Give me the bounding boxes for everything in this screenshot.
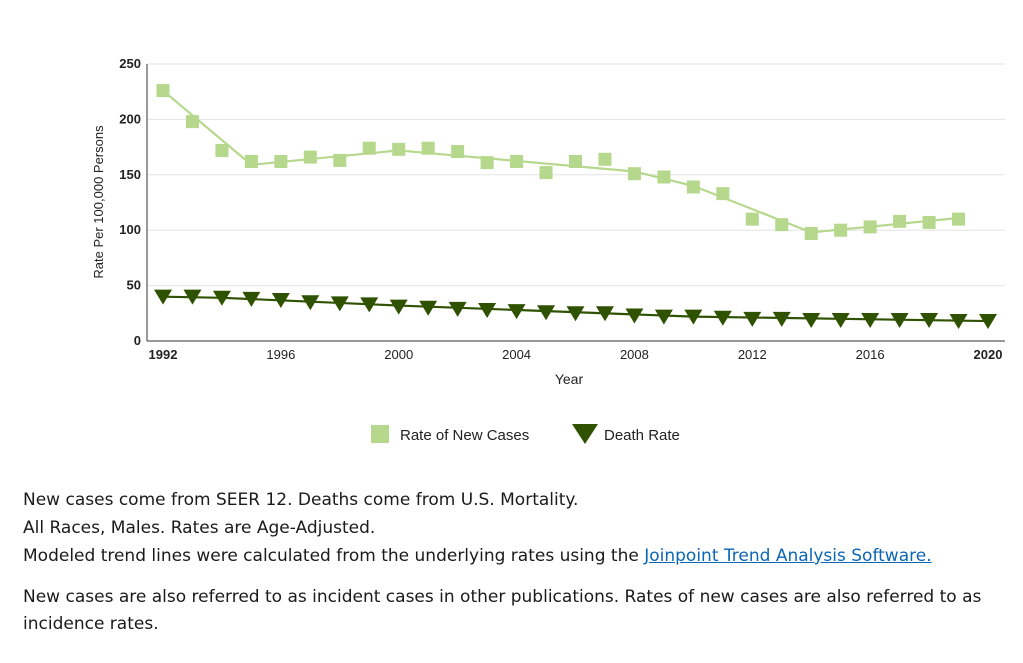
data-point-triangle[interactable] (566, 306, 585, 322)
x-axis-label: Year (555, 371, 584, 387)
chart-notes: New cases come from SEER 12. Deaths come… (23, 486, 1003, 638)
data-point-triangle[interactable] (684, 309, 703, 325)
data-point-square[interactable] (716, 187, 730, 201)
legend-label-new-cases: Rate of New Cases (400, 427, 529, 444)
notes-line-1: New cases come from SEER 12. Deaths come… (23, 490, 579, 510)
data-point-square[interactable] (274, 155, 288, 169)
x-tick-label: 1996 (266, 347, 295, 362)
data-point-square[interactable] (569, 155, 582, 169)
joinpoint-link[interactable]: Joinpoint Trend Analysis Software. (644, 546, 932, 566)
data-point-triangle[interactable] (743, 311, 762, 327)
data-point-triangle[interactable] (212, 290, 231, 306)
chart-grid (147, 63, 1005, 287)
x-tick-label: 1992 (149, 347, 178, 362)
data-point-triangle[interactable] (861, 312, 880, 328)
data-point-square[interactable] (745, 212, 759, 226)
data-point-triangle[interactable] (713, 310, 732, 326)
data-point-triangle[interactable] (154, 289, 172, 305)
data-point-square[interactable] (775, 218, 789, 232)
data-point-square[interactable] (686, 180, 700, 194)
data-point-square[interactable] (952, 212, 966, 226)
legend-item-death-rate[interactable]: Death Rate (572, 424, 680, 444)
y-tick-label: 50 (127, 278, 141, 293)
legend-square-icon (371, 425, 389, 443)
data-point-triangle[interactable] (242, 291, 261, 307)
data-point-square[interactable] (627, 167, 641, 181)
data-point-triangle[interactable] (271, 293, 290, 309)
x-tick-label: 2000 (384, 347, 413, 362)
data-point-triangle[interactable] (301, 295, 320, 311)
data-point-triangle[interactable] (772, 311, 791, 327)
data-point-triangle[interactable] (448, 301, 467, 317)
notes-paragraph-2: New cases are also referred to as incide… (23, 587, 982, 634)
data-point-square[interactable] (804, 227, 818, 241)
legend-label-death-rate: Death Rate (604, 427, 680, 444)
data-point-triangle[interactable] (654, 309, 673, 325)
data-point-triangle[interactable] (920, 312, 939, 328)
data-point-square[interactable] (451, 145, 465, 159)
data-point-triangle[interactable] (478, 302, 497, 318)
data-point-square[interactable] (185, 115, 199, 129)
trend-chart: 0 50 100 150 200 250 1992 1996 2000 2004 2008 2012 2… (91, 56, 1005, 444)
series-death-rate (154, 289, 997, 330)
data-point-square[interactable] (303, 150, 317, 164)
y-tick-label: 0 (134, 333, 141, 348)
legend-triangle-down-icon (572, 424, 598, 444)
chart-axes: 0 50 100 150 200 250 1992 1996 2000 2004 2008 2012 2… (119, 56, 1005, 362)
x-tick-label: 2008 (620, 347, 649, 362)
y-axis-label: Rate Per 100,000 Persons (91, 125, 106, 279)
data-point-triangle[interactable] (360, 297, 379, 313)
data-point-square[interactable] (539, 166, 553, 180)
data-point-triangle[interactable] (330, 296, 349, 312)
y-tick-label: 200 (119, 111, 141, 126)
data-point-square[interactable] (480, 156, 494, 170)
data-point-triangle[interactable] (595, 306, 614, 322)
chart-series (154, 84, 997, 330)
legend: Rate of New Cases Death Rate (371, 424, 680, 444)
data-point-square[interactable] (893, 214, 907, 228)
data-point-square[interactable] (392, 142, 406, 156)
data-point-triangle[interactable] (625, 308, 644, 324)
notes-line-2: All Races, Males. Rates are Age-Adjusted… (23, 518, 376, 538)
data-point-square[interactable] (333, 153, 347, 167)
data-point-square[interactable] (421, 141, 435, 155)
data-point-square[interactable] (922, 215, 936, 229)
data-point-square[interactable] (863, 220, 877, 234)
data-point-square[interactable] (362, 141, 376, 155)
data-point-square[interactable] (598, 152, 612, 166)
data-point-square[interactable] (156, 84, 170, 98)
data-point-square[interactable] (834, 223, 848, 237)
notes-line-3-text: Modeled trend lines were calculated from… (23, 546, 645, 566)
x-tick-label: 2020 (974, 347, 1003, 362)
y-tick-label: 250 (119, 56, 141, 71)
data-point-square[interactable] (657, 170, 671, 184)
notes-line-3: Modeled trend lines were calculated from… (23, 542, 1003, 570)
data-point-triangle[interactable] (183, 289, 202, 305)
x-tick-label: 2016 (856, 347, 885, 362)
data-point-triangle[interactable] (949, 314, 968, 330)
data-point-square[interactable] (244, 155, 258, 169)
data-point-square[interactable] (510, 155, 524, 169)
legend-item-new-cases[interactable]: Rate of New Cases (371, 425, 529, 444)
x-tick-label: 2012 (738, 347, 767, 362)
data-point-triangle[interactable] (802, 312, 821, 328)
data-point-square[interactable] (215, 143, 229, 157)
x-tick-label: 2004 (502, 347, 531, 362)
data-point-triangle[interactable] (389, 299, 408, 315)
data-point-triangle[interactable] (419, 300, 438, 316)
series-new-cases (156, 84, 966, 241)
data-point-triangle[interactable] (537, 305, 556, 321)
data-point-triangle[interactable] (831, 312, 850, 328)
y-tick-label: 150 (119, 167, 141, 182)
y-tick-label: 100 (119, 222, 141, 237)
data-point-triangle[interactable] (507, 304, 526, 320)
data-point-triangle[interactable] (890, 312, 909, 328)
data-point-triangle[interactable] (979, 314, 997, 330)
